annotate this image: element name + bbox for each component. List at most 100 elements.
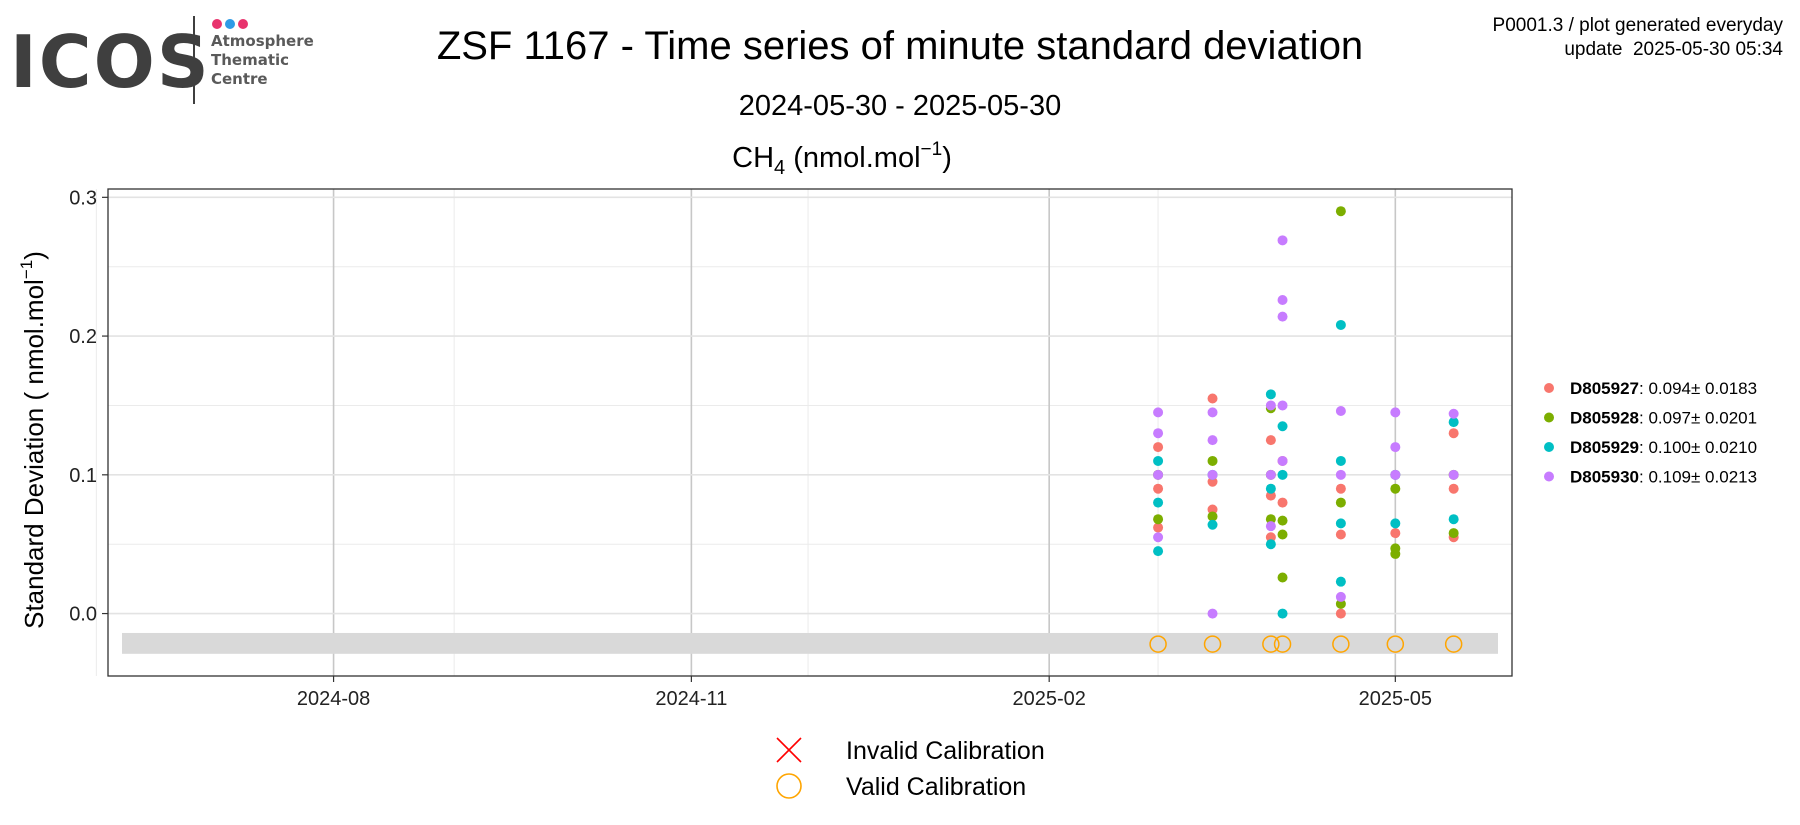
logo-divider bbox=[193, 16, 195, 104]
data-point bbox=[1265, 389, 1276, 400]
legend-series-stat: : 0.109± 0.0213 bbox=[1639, 468, 1757, 487]
data-point bbox=[1153, 469, 1164, 480]
x-tick-label: 2024-08 bbox=[297, 688, 370, 710]
y-axis-label: Standard Deviation ( nmol.mol−1) bbox=[17, 251, 49, 629]
valid-calibration-marker bbox=[1444, 635, 1463, 653]
data-point bbox=[1153, 497, 1164, 508]
data-point bbox=[1277, 455, 1288, 466]
data-point bbox=[1277, 294, 1288, 305]
data-point bbox=[1153, 442, 1164, 453]
y-tick-label: 0.0 bbox=[69, 604, 97, 626]
data-point bbox=[1335, 469, 1346, 480]
legend-label: D805929: 0.100± 0.0210 bbox=[1570, 438, 1757, 457]
data-point bbox=[1448, 428, 1459, 439]
data-point bbox=[1390, 518, 1401, 529]
data-point bbox=[1153, 428, 1164, 439]
data-point bbox=[1335, 591, 1346, 602]
legend-series-name: D805929 bbox=[1570, 438, 1639, 457]
data-point bbox=[1265, 435, 1276, 446]
data-point bbox=[1265, 490, 1276, 501]
data-point bbox=[1277, 311, 1288, 322]
data-point bbox=[1153, 407, 1164, 418]
y-tick-label: 0.3 bbox=[69, 187, 97, 209]
logo-dots bbox=[212, 16, 251, 34]
data-point bbox=[1335, 483, 1346, 494]
data-point bbox=[1277, 497, 1288, 508]
valid-calibration-label: Valid Calibration bbox=[846, 773, 1026, 801]
data-point bbox=[1448, 469, 1459, 480]
data-point bbox=[1277, 608, 1288, 619]
data-point bbox=[1277, 572, 1288, 583]
x-tick-label: 2025-02 bbox=[1012, 688, 1085, 710]
legend-label: D805928: 0.097± 0.0201 bbox=[1570, 409, 1757, 428]
data-point bbox=[1448, 417, 1459, 428]
valid-calibration-legend-marker bbox=[776, 773, 802, 799]
grid bbox=[95, 189, 1512, 676]
plot-border bbox=[107, 188, 1513, 677]
data-point bbox=[1207, 435, 1218, 446]
invalid-calibration-label: Invalid Calibration bbox=[846, 737, 1045, 765]
x-tick-label: 2025-05 bbox=[1359, 688, 1432, 710]
data-point bbox=[1390, 543, 1401, 554]
meta-generation-note: P0001.3 / plot generated everyday bbox=[1492, 15, 1783, 36]
data-point bbox=[1335, 608, 1346, 619]
data-point bbox=[1448, 483, 1459, 494]
legend-series-stat: : 0.094± 0.0183 bbox=[1639, 379, 1757, 398]
data-point bbox=[1265, 400, 1276, 411]
legend-marker bbox=[1544, 383, 1554, 393]
legend-marker bbox=[1544, 412, 1554, 423]
data-point bbox=[1207, 511, 1218, 522]
invalid-calibration-marker bbox=[776, 737, 802, 763]
data-point bbox=[1207, 469, 1218, 480]
data-point bbox=[1207, 407, 1218, 418]
series-legend: D805927: 0.094± 0.0183 D805928: 0.097± 0.… bbox=[1544, 379, 1757, 487]
data-point bbox=[1335, 576, 1346, 587]
data-point bbox=[1448, 528, 1459, 539]
page-title: ZSF 1167 - Time series of minute standar… bbox=[436, 24, 1364, 68]
logo-wordmark: ICOS bbox=[10, 20, 211, 104]
data-point bbox=[1335, 405, 1346, 416]
x-tick-label: 2024-11 bbox=[655, 688, 727, 710]
data-point bbox=[1335, 598, 1346, 609]
logo-subtitle: Atmosphere Thematic Centre bbox=[211, 32, 314, 88]
data-point bbox=[1265, 514, 1276, 525]
data-point bbox=[1265, 521, 1276, 532]
logo-dot bbox=[238, 19, 248, 29]
data-point bbox=[1335, 206, 1346, 217]
valid-calibration-marker bbox=[1386, 635, 1405, 653]
data-point bbox=[1207, 393, 1218, 404]
y-tick-label: 0.2 bbox=[69, 326, 97, 348]
date-range: 2024-05-30 - 2025-05-30 bbox=[738, 90, 1062, 122]
icos-logo: ICOS Atmosphere Thematic Centre bbox=[10, 14, 330, 106]
axes: 0.0 0.1 0.2 0.3 2024-08 2024-11 2025-02 2025-05 bbox=[69, 187, 1432, 710]
data-point bbox=[1153, 546, 1164, 557]
data-point bbox=[1390, 469, 1401, 480]
legend-marker bbox=[1544, 442, 1554, 452]
valid-calibration-marker bbox=[1262, 635, 1280, 653]
data-point bbox=[1335, 529, 1346, 540]
legend-marker bbox=[1544, 471, 1554, 482]
legend-series-name: D805927 bbox=[1570, 379, 1639, 398]
legend-series-name: D805928 bbox=[1570, 409, 1639, 428]
data-point bbox=[1390, 528, 1401, 539]
legend-series-name: D805930 bbox=[1570, 468, 1639, 487]
data-point bbox=[1277, 421, 1288, 432]
data-point bbox=[1277, 235, 1288, 246]
data-point bbox=[1265, 532, 1276, 543]
data-point bbox=[1448, 514, 1459, 525]
data-point bbox=[1207, 504, 1218, 515]
data-point bbox=[1390, 483, 1401, 494]
data-point bbox=[1335, 319, 1346, 330]
data-point bbox=[1207, 608, 1218, 619]
y-tick-label: 0.1 bbox=[69, 465, 97, 487]
data-point bbox=[1335, 455, 1346, 466]
logo-dot bbox=[225, 19, 235, 29]
valid-calibration-marker bbox=[1203, 635, 1222, 653]
plot-meta: P0001.3 / plot generated everyday update… bbox=[1493, 14, 1783, 62]
valid-calibration-marker bbox=[1332, 635, 1350, 653]
data-point bbox=[1153, 455, 1164, 466]
calibration-legend: Invalid Calibration Valid Calibration bbox=[776, 737, 1045, 801]
data-point bbox=[1277, 469, 1288, 480]
valid-calibration-marker bbox=[1273, 635, 1292, 653]
